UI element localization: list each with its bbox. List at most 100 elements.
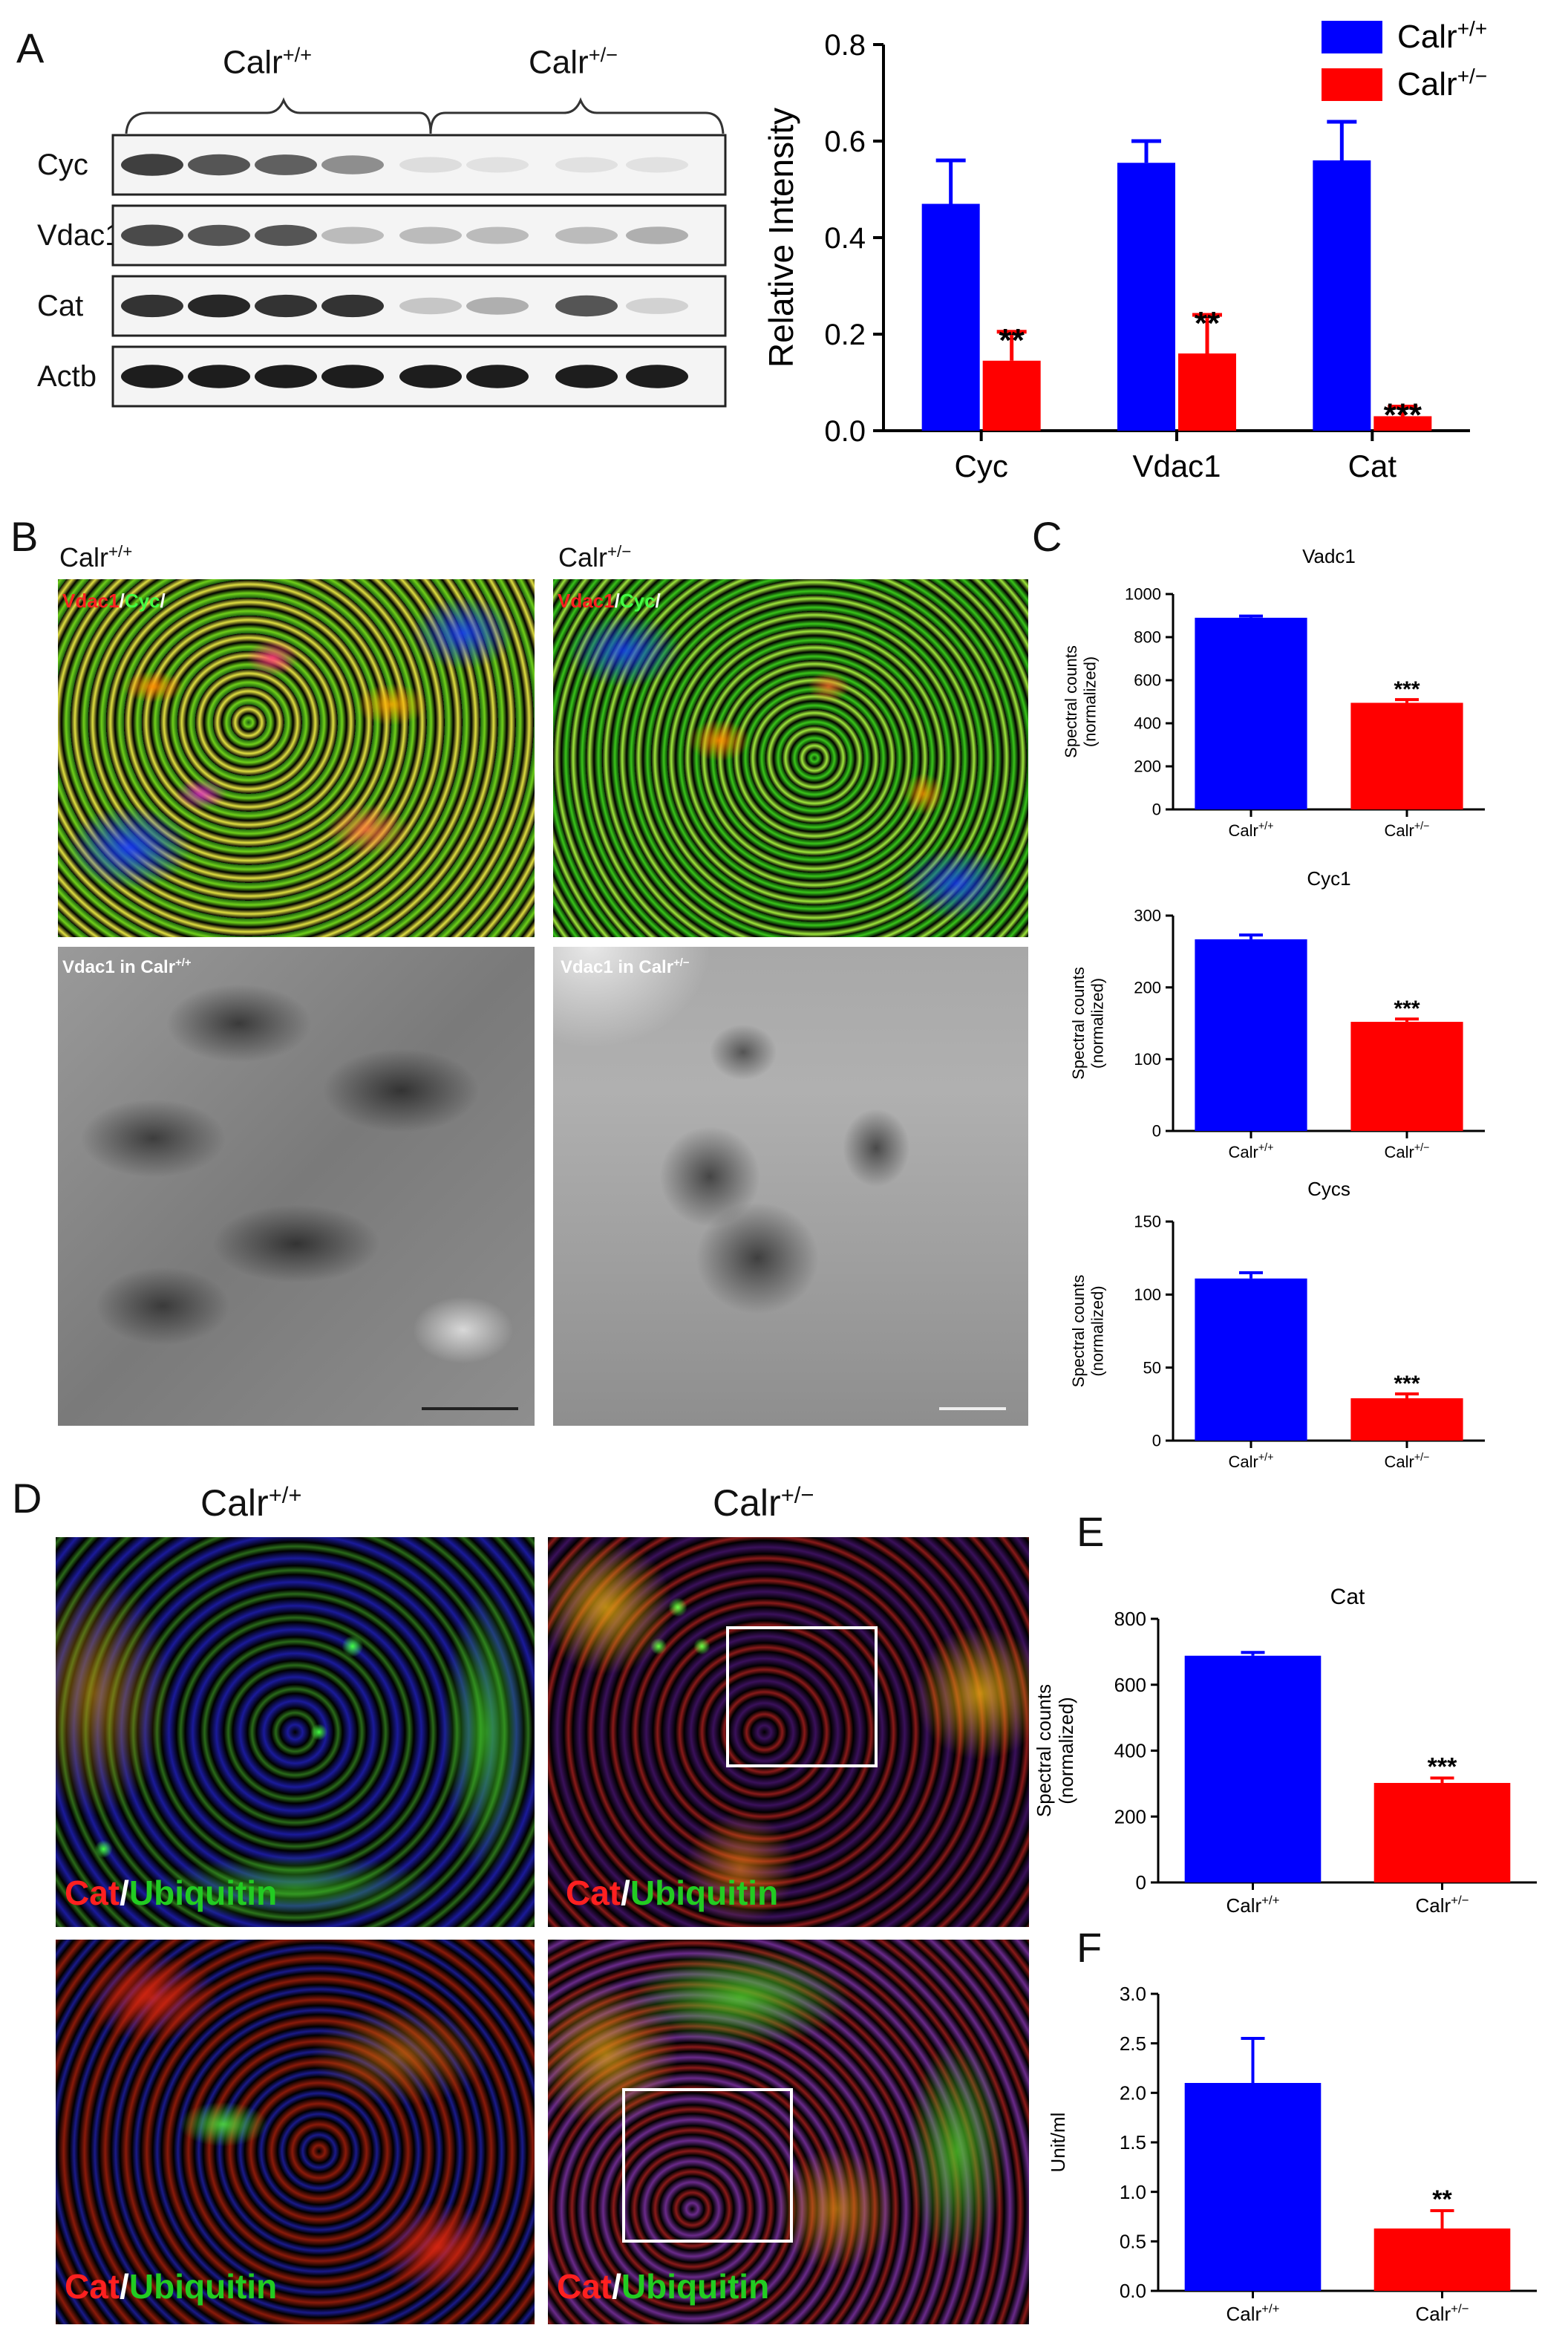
d-roi-box-top: [726, 1626, 878, 1767]
y-axis-label: Spectral counts: [1033, 1684, 1055, 1817]
bar-wt: [1184, 2083, 1322, 2291]
bar-het: [1373, 1782, 1511, 1882]
em-label-wt: Vdac1 in Calr+/+: [62, 957, 192, 977]
d-image-het-top: Cat/Ubiquitin: [548, 1537, 1029, 1927]
panel-label-d: D: [12, 1475, 42, 1522]
y-tick-label: 0: [1152, 1432, 1161, 1450]
bar-het: [1350, 1022, 1463, 1131]
significance-mark: ***: [1428, 1752, 1457, 1781]
blot-band: [321, 155, 384, 175]
y-axis-label: Relative Intensity: [762, 108, 800, 368]
chart-a: 0.0 0.2 0.4 0.6 0.8 Relative Intensity Cyc ** Vd…: [762, 17, 1487, 483]
x-tick-label-cyc: Cyc: [954, 449, 1007, 483]
blot-band: [466, 157, 529, 173]
blot-band: [626, 157, 688, 173]
bar-het: [1350, 1398, 1463, 1441]
bar-wt: [1195, 1278, 1307, 1441]
y-tick-label: 200: [1134, 978, 1161, 997]
blot-band: [121, 154, 183, 176]
y-tick-label: 3.0: [1120, 1983, 1146, 2005]
y-tick-label: 800: [1134, 628, 1161, 647]
blot-band: [555, 226, 618, 244]
blot-band: [188, 294, 250, 318]
bar-cyc-het: [982, 360, 1041, 431]
blot-band: [188, 154, 250, 176]
d-stain-label-het-bottom: Cat/Ubiquitin: [557, 2267, 770, 2306]
if-image-wt: Vdac1/Cyc/: [58, 579, 535, 937]
blot-band: [399, 365, 462, 388]
em-image-wt: Vdac1 in Calr+/+: [58, 947, 535, 1426]
x-tick-label-het: Calr+/−: [1384, 821, 1429, 840]
if-image-het: Vdac1/Cyc/: [553, 579, 1028, 937]
y-axis-label: Spectral counts: [1069, 1275, 1088, 1388]
y-tick-label: 0.2: [824, 319, 866, 351]
x-tick-label-wt: Calr+/+: [1226, 1894, 1279, 1917]
x-tick-label-wt: Calr+/+: [1228, 1142, 1273, 1161]
chart-c-cyc1: Cyc1 0 100 200 300 Spectral counts (normalized…: [1069, 867, 1485, 1161]
significance-cat: ***: [1384, 397, 1422, 434]
x-tick-label-cat: Cat: [1348, 449, 1397, 483]
d-stain-label-wt-top: Cat/Ubiquitin: [65, 1874, 278, 1912]
significance-cyc: **: [999, 322, 1025, 359]
legend-label-wt: Calr+/+: [1397, 17, 1487, 55]
y-tick-label: 800: [1114, 1608, 1146, 1630]
bar-wt: [1195, 939, 1307, 1131]
blot-band: [255, 365, 317, 388]
y-tick-label: 0.0: [824, 415, 866, 448]
blot-band: [188, 224, 250, 247]
y-tick-label: 400: [1134, 714, 1161, 733]
panel-label-e: E: [1077, 1508, 1105, 1555]
x-tick-label-vdac1: Vdac1: [1132, 449, 1221, 483]
legend-swatch-het: [1322, 68, 1382, 101]
bar-het: [1373, 2228, 1511, 2291]
y-tick-label: 400: [1114, 1740, 1146, 1762]
blot-band: [626, 365, 688, 388]
y-tick-label: 0.6: [824, 125, 866, 158]
if-stain-label-wt: Vdac1/Cyc/: [62, 590, 166, 612]
bar-het: [1350, 702, 1463, 809]
significance-mark: ***: [1394, 997, 1420, 1021]
y-tick-label: 0.8: [824, 29, 866, 62]
y-tick-label: 2.5: [1120, 2032, 1146, 2055]
blot-header-wt: Calr+/+: [223, 43, 313, 81]
y-tick-label: 1.0: [1120, 2181, 1146, 2203]
y-tick-label: 1000: [1125, 585, 1161, 604]
blot-band: [555, 157, 618, 173]
y-tick-label: 200: [1134, 757, 1161, 776]
d-roi-box-bottom: [622, 2088, 793, 2243]
panel-label-b: B: [10, 513, 39, 560]
blot-band: [321, 226, 384, 244]
bar-cat-wt: [1313, 160, 1371, 431]
d-header-het: Calr+/−: [713, 1481, 814, 1524]
scale-bar-wt: [422, 1407, 518, 1410]
y-tick-label: 0: [1136, 1871, 1146, 1894]
y-tick-label: 100: [1134, 1050, 1161, 1069]
chart-title-vadc1: Vadc1: [1302, 545, 1356, 567]
significance-mark: ***: [1394, 1372, 1420, 1396]
blot-label-actb: Actb: [37, 360, 97, 393]
y-tick-label: 300: [1134, 907, 1161, 925]
panel-label-a: A: [16, 25, 45, 71]
y-tick-label: 2.0: [1120, 2081, 1146, 2104]
bar-wt: [1184, 1655, 1322, 1882]
if-header-het: Calr+/−: [558, 542, 632, 573]
blot-band: [555, 365, 618, 388]
if-header-wt: Calr+/+: [59, 542, 133, 573]
x-tick-label-wt: Calr+/+: [1228, 821, 1273, 840]
chart-f: 0.0 0.5 1.0 1.5 2.0 2.5 3.0 Unit/ml Calr+/+ Calr+…: [1047, 1983, 1537, 2324]
legend-swatch-wt: [1322, 21, 1382, 53]
y-axis-label-unit: (normalized): [1080, 656, 1099, 747]
d-stain-label-het-top: Cat/Ubiquitin: [566, 1874, 779, 1912]
d-image-wt-top: Cat/Ubiquitin: [56, 1537, 535, 1927]
panel-label-f: F: [1077, 1924, 1102, 1971]
blot-band: [399, 297, 462, 315]
y-tick-label: 1.5: [1120, 2131, 1146, 2153]
d-image-wt-bottom: Cat/Ubiquitin: [56, 1940, 535, 2324]
y-tick-label: 50: [1143, 1358, 1161, 1377]
y-tick-label: 600: [1134, 671, 1161, 690]
blot-brackets: [125, 97, 725, 134]
blot-band: [321, 365, 384, 388]
blot-label-vdac1: Vdac1: [37, 219, 122, 252]
x-tick-label-het: Calr+/−: [1384, 1452, 1429, 1471]
significance-mark: ***: [1394, 677, 1420, 702]
